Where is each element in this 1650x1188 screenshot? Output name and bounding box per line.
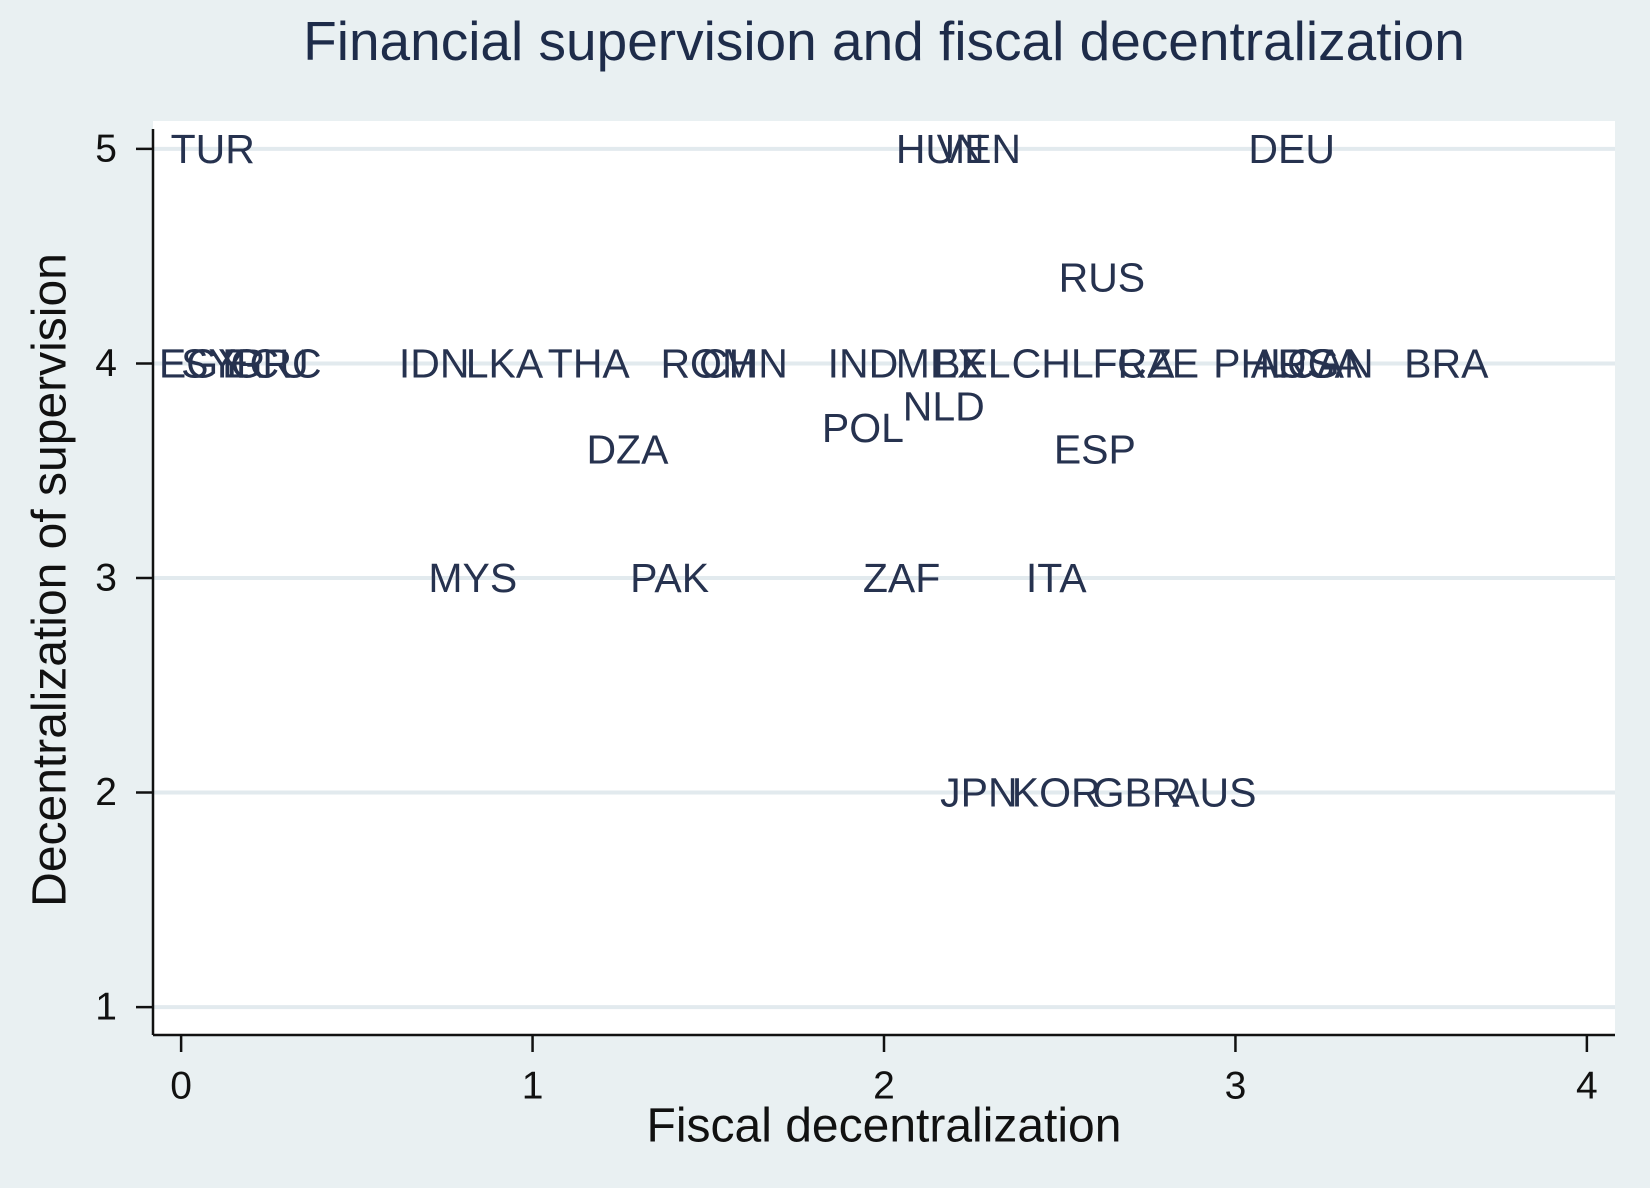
point-label-rom: ROM bbox=[660, 340, 756, 386]
point-label-mys: MYS bbox=[428, 555, 517, 601]
point-label-rus: RUS bbox=[1059, 255, 1146, 301]
point-label-ecu: ECU bbox=[222, 340, 309, 386]
point-label-deu: DEU bbox=[1248, 126, 1335, 172]
y-tick-label: 4 bbox=[95, 342, 117, 385]
point-label-bel: BEL bbox=[933, 340, 1011, 386]
point-label-esp: ESP bbox=[1054, 426, 1136, 472]
point-label-dza: DZA bbox=[586, 426, 669, 472]
point-label-bra: BRA bbox=[1404, 340, 1489, 386]
point-label-usa: USA bbox=[1278, 340, 1363, 386]
y-tick-label: 3 bbox=[95, 557, 117, 600]
chart-title: Financial supervision and fiscal decentr… bbox=[303, 10, 1465, 72]
x-tick-label: 4 bbox=[1576, 1065, 1598, 1108]
point-label-chl: CHL bbox=[1012, 340, 1094, 386]
x-tick-label: 2 bbox=[873, 1065, 895, 1108]
point-label-fra: FRA bbox=[1093, 340, 1176, 386]
y-tick-label: 2 bbox=[95, 771, 117, 814]
x-tick-label: 3 bbox=[1225, 1065, 1247, 1108]
gridlines bbox=[153, 146, 1615, 1010]
x-axis-title: Fiscal decentralization bbox=[647, 1100, 1122, 1153]
point-label-zaf: ZAF bbox=[863, 555, 940, 601]
point-label-pak: PAK bbox=[630, 555, 709, 601]
point-label-ven: VEN bbox=[937, 126, 1021, 172]
point-label-chn: CHN bbox=[699, 340, 788, 386]
point-label-gbr: GBR bbox=[1093, 770, 1182, 816]
point-label-idn: IDN bbox=[399, 340, 470, 386]
point-label-ita: ITA bbox=[1026, 555, 1087, 601]
point-label-nld: NLD bbox=[903, 383, 985, 429]
point-label-grc: GRC bbox=[230, 340, 321, 386]
point-label-lka: LKA bbox=[466, 340, 544, 386]
x-tick-label: 0 bbox=[170, 1065, 192, 1108]
axes: 1 2 3 4 5 0 1 2 3 4 bbox=[95, 127, 1615, 1108]
point-label-tur: TUR bbox=[171, 126, 255, 172]
point-label-tha: THA bbox=[548, 340, 631, 386]
point-label-jpn: JPN bbox=[940, 770, 1017, 816]
point-label-can: CAN bbox=[1287, 340, 1374, 386]
point-label-mex: MEX bbox=[896, 340, 985, 386]
point-label-egy: EGY bbox=[159, 340, 246, 386]
point-label-syr: SYR bbox=[181, 340, 265, 386]
point-label-kor: KOR bbox=[1012, 770, 1101, 816]
point-label-ind: IND bbox=[828, 340, 899, 386]
point-label-cze: CZE bbox=[1117, 340, 1199, 386]
point-label-aus: AUS bbox=[1172, 770, 1256, 816]
point-label-hun: HUN bbox=[896, 126, 985, 172]
point-label-pol: POL bbox=[822, 405, 904, 451]
y-axis-title: Decentralization of supervision bbox=[24, 253, 77, 907]
y-tick-label: 1 bbox=[95, 986, 117, 1029]
point-label-arg: ARG bbox=[1251, 340, 1340, 386]
y-tick-label: 5 bbox=[95, 127, 117, 170]
x-tick-label: 1 bbox=[522, 1065, 544, 1108]
point-label-phl: PHL bbox=[1213, 340, 1293, 386]
